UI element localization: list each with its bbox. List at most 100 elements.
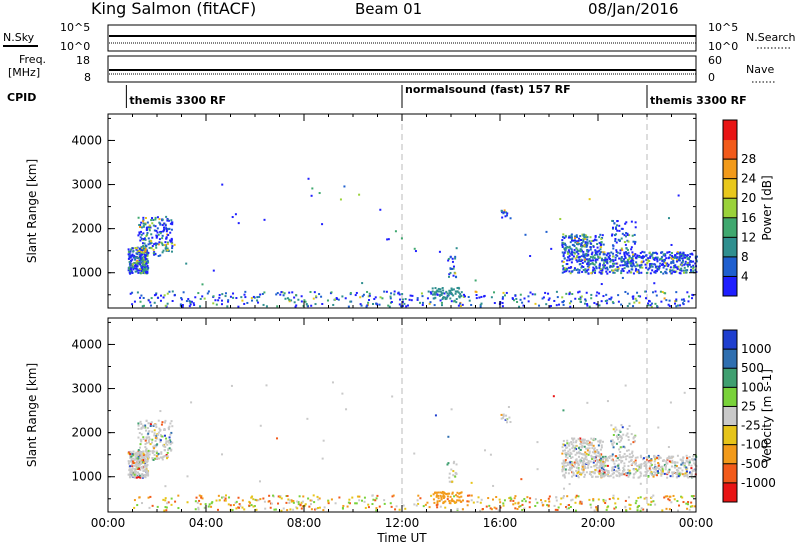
echo-pixel (161, 224, 164, 227)
echo-pixel (398, 303, 401, 306)
echo-pixel (634, 456, 637, 459)
echo-pixel (636, 509, 639, 512)
echo-pixel (610, 265, 613, 268)
echo-pixel (133, 468, 136, 471)
echo-pixel (558, 303, 561, 306)
echo-pixel (571, 475, 574, 478)
echo-pixel (607, 471, 610, 474)
echo-pixel (229, 295, 232, 298)
echo-pixel (373, 298, 376, 301)
echo-pixel (282, 294, 285, 297)
echo-pixel (600, 444, 603, 447)
echo-pixel (519, 293, 522, 296)
echo-pixel (606, 299, 609, 302)
echo-pixel (686, 457, 689, 460)
echo-pixel (235, 507, 238, 510)
echo-pixel (679, 304, 682, 307)
echo-pixel (582, 438, 585, 441)
echo-pixel (599, 448, 602, 451)
echo-pixel (650, 458, 653, 461)
echo-pixels (127, 381, 698, 512)
echo-pixel (145, 436, 148, 439)
echo-pixel (154, 225, 157, 228)
echo-pixel (597, 470, 600, 473)
echo-pixel (630, 433, 633, 436)
echo-pixel (439, 494, 442, 497)
echo-pixel (690, 495, 693, 498)
echo-pixel (647, 260, 650, 263)
echo-pixel (592, 461, 595, 464)
echo-pixel (156, 242, 159, 245)
echo-pixel (598, 263, 601, 266)
echo-pixel (632, 240, 635, 243)
echo-pixel (603, 265, 606, 268)
echo-pixel (580, 260, 583, 263)
echo-pixel (144, 460, 147, 463)
y-tick-label: 2000 (71, 222, 102, 236)
echo-pixel (390, 301, 393, 304)
echo-pixel (235, 297, 238, 300)
echo-pixel (565, 270, 568, 273)
echo-pixel (153, 301, 156, 304)
echo-pixel (512, 503, 515, 506)
echo-pixel (687, 476, 690, 479)
echo-pixel (664, 254, 667, 257)
echo-pixel (152, 424, 155, 427)
echo-pixel (655, 468, 658, 471)
echo-pixel (291, 291, 294, 294)
echo-pixel (431, 287, 434, 290)
echo-pixel (672, 455, 675, 458)
echo-pixel (456, 507, 459, 510)
echo-pixel (623, 473, 626, 476)
echo-pixel (313, 501, 316, 504)
echo-pixel (263, 218, 266, 221)
echo-pixel (286, 495, 289, 498)
echo-pixel (404, 298, 407, 301)
echo-pixel (624, 471, 627, 474)
echo-pixel (417, 502, 420, 505)
echo-pixel (668, 499, 671, 502)
echo-pixel (157, 454, 160, 457)
echo-pixel (585, 254, 588, 257)
echo-pixel (579, 258, 582, 261)
echo-pixel (598, 304, 601, 307)
echo-pixel (529, 255, 532, 258)
echo-pixel (166, 502, 169, 505)
echo-pixel (138, 232, 141, 235)
echo-pixel (285, 495, 288, 498)
echo-pixel (477, 496, 480, 499)
echo-pixel (466, 504, 469, 507)
echo-pixel (615, 469, 618, 472)
echo-pixel (676, 252, 679, 255)
echo-pixel (668, 455, 671, 458)
echo-pixel (585, 291, 588, 294)
echo-pixel (580, 266, 583, 269)
echo-pixel (146, 233, 149, 236)
echo-pixel (231, 216, 234, 219)
echo-pixel (138, 262, 141, 265)
echo-pixel (137, 436, 140, 439)
echo-pixel (136, 291, 139, 294)
echo-pixel (636, 263, 639, 266)
echo-pixel (563, 473, 566, 476)
echo-pixel (361, 295, 364, 298)
echo-pixel (580, 502, 583, 505)
echo-pixel (587, 461, 590, 464)
colorbar-tick-label: 500 (741, 361, 764, 375)
echo-pixel (687, 300, 690, 303)
echo-pixel (165, 227, 168, 230)
echo-pixel (140, 233, 143, 236)
echo-pixel (295, 304, 298, 307)
echo-pixel (159, 231, 162, 234)
echo-pixel (401, 305, 404, 308)
echo-pixel (136, 466, 139, 469)
echo-pixel (628, 424, 631, 427)
echo-pixel (612, 226, 615, 229)
echo-pixel (584, 456, 587, 459)
echo-pixel (586, 303, 589, 306)
echo-pixel (662, 459, 665, 462)
echo-pixel (652, 467, 655, 470)
echo-pixel (579, 439, 582, 442)
echo-pixel (155, 246, 158, 249)
echo-pixel (668, 304, 671, 307)
